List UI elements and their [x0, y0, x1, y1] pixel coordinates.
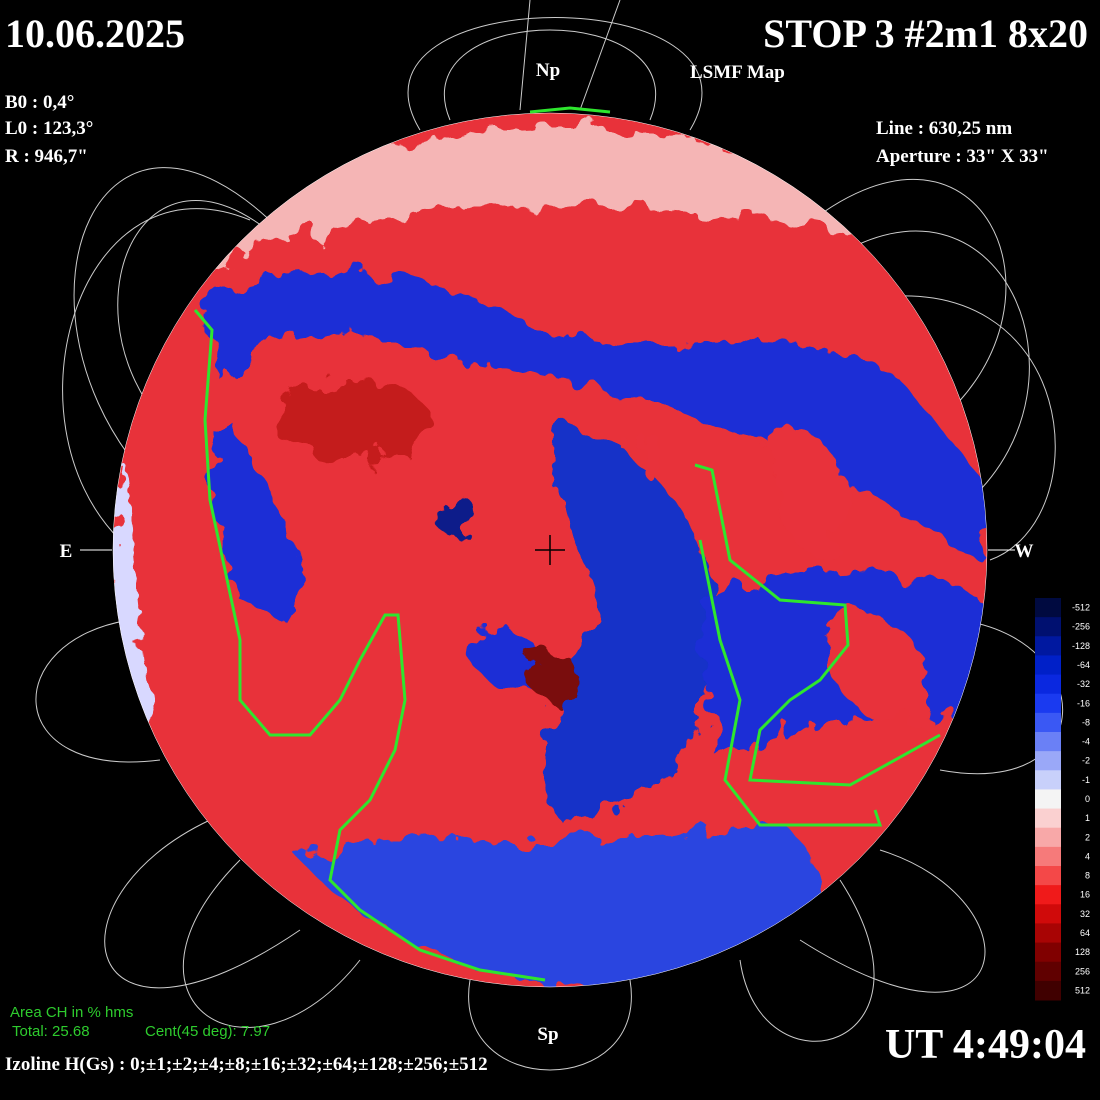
colorbar-label: -2 — [1082, 756, 1090, 766]
colorbar-label: 128 — [1075, 947, 1090, 957]
param: R : 946,7" — [5, 146, 88, 167]
disk-edge — [112, 112, 988, 988]
title: STOP 3 #2m1 8x20 — [763, 11, 1088, 56]
param: Line : 630,25 nm — [876, 118, 1012, 139]
area-central: Cent(45 deg): 7.97 — [145, 1023, 270, 1040]
colorbar-band — [1035, 866, 1061, 886]
colorbar-label: 0 — [1085, 794, 1090, 804]
param: B0 : 0,4° — [5, 92, 74, 113]
colorbar-label: -256 — [1072, 622, 1090, 632]
time: UT 4:49:04 — [885, 1022, 1086, 1068]
colorbar-label: -512 — [1072, 603, 1090, 613]
colorbar-label: -64 — [1077, 660, 1090, 670]
west-label: W — [1015, 541, 1034, 562]
colorbar: -512 -256 -128 -64 -32 -16 -8 -4 -2 -1 0 1 2 4 8 16 32 64… — [1035, 598, 1090, 1001]
colorbar-label: -8 — [1082, 717, 1090, 727]
colorbar-band — [1035, 789, 1061, 810]
colorbar-band — [1035, 732, 1061, 752]
param: L0 : 123,3° — [5, 118, 93, 139]
date: 10.06.2025 — [5, 11, 185, 56]
colorbar-band — [1035, 904, 1061, 924]
area-title: Area CH in % hms — [10, 1004, 133, 1021]
colorbar-label: -32 — [1077, 679, 1090, 689]
colorbar-label: 2 — [1085, 832, 1090, 842]
colorbar-label: -16 — [1077, 698, 1090, 708]
colorbar-band — [1035, 827, 1061, 848]
colorbar-label: 256 — [1075, 966, 1090, 976]
subtitle: LSMF Map — [690, 62, 785, 83]
south-label: Sp — [537, 1024, 558, 1045]
colorbar-band — [1035, 598, 1061, 618]
colorbar-band — [1035, 636, 1061, 656]
colorbar-label: 512 — [1075, 985, 1090, 995]
east-label: E — [60, 541, 73, 562]
colorbar-label: 64 — [1080, 928, 1090, 938]
colorbar-band — [1035, 885, 1061, 905]
colorbar-label: -1 — [1082, 775, 1090, 785]
coronal-hole-boundaries — [193, 106, 941, 982]
colorbar-band — [1035, 808, 1061, 829]
north-label: Np — [536, 60, 560, 81]
colorbar-band — [1035, 942, 1061, 963]
colorbar-label: 32 — [1080, 909, 1090, 919]
colorbar-label: 16 — [1080, 890, 1090, 900]
colorbar-label: 1 — [1085, 813, 1090, 823]
colorbar-label: -128 — [1072, 641, 1090, 651]
colorbar-band — [1035, 846, 1061, 867]
colorbar-band — [1035, 617, 1061, 637]
colorbar-band — [1035, 712, 1061, 733]
colorbar-band — [1035, 751, 1061, 771]
field-lines — [35, 0, 1063, 1071]
colorbar-band — [1035, 674, 1061, 695]
colorbar-label: 4 — [1085, 851, 1090, 861]
colorbar-label: 8 — [1085, 871, 1090, 881]
area-total: Total: 25.68 — [12, 1023, 90, 1040]
colorbar-label: -4 — [1082, 737, 1090, 747]
colorbar-band — [1035, 923, 1061, 944]
colorbar-band — [1035, 655, 1061, 676]
param: Aperture : 33" X 33" — [876, 146, 1049, 167]
isolines: Izoline H(Gs) : 0;±1;±2;±4;±8;±16;±32;±6… — [5, 1054, 488, 1075]
colorbar-band — [1035, 770, 1061, 790]
center-cross — [535, 535, 565, 565]
colorbar-band — [1035, 980, 1061, 1001]
colorbar-band — [1035, 961, 1061, 982]
colorbar-band — [1035, 693, 1061, 714]
